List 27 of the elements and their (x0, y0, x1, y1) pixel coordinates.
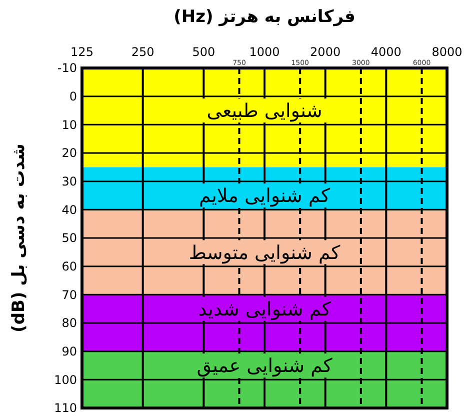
x-tick-label: 125 (70, 45, 94, 59)
y-tick-label: 40 (62, 202, 77, 217)
x-tick-label: 500 (192, 45, 216, 59)
band-label: کم شنوایی شدید (198, 298, 332, 320)
x-tick-label: 250 (131, 45, 154, 59)
band-label: شنوایی طبیعی (206, 100, 322, 122)
y-tick-label: 0 (69, 90, 77, 104)
y-tick-label: 90 (62, 344, 77, 359)
band-label: کم شنوایی ملایم (198, 185, 331, 208)
y-tick-label: 50 (62, 231, 77, 246)
y-tick-label: 10 (62, 118, 77, 132)
x-axis-title: فرکانس به هرتز (Hz) (174, 7, 356, 27)
band-label: کم شنوایی عمیق (196, 355, 334, 378)
y-tick-label: 80 (62, 316, 77, 330)
y-tick-label: 60 (62, 260, 77, 274)
y-tick-label: 20 (62, 146, 77, 160)
x-tick-label: 1000 (249, 45, 280, 59)
y-axis-title: شدت به دسی بل (dB) (9, 144, 29, 332)
band-label: کم شنوایی متوسط (188, 242, 342, 264)
y-tick-label: 100 (54, 372, 77, 387)
y-tick-label: -10 (57, 61, 77, 76)
x-tick-label: 2000 (310, 45, 341, 59)
y-tick-label: 30 (62, 174, 77, 189)
x-tick-label: 8000 (432, 45, 462, 59)
x-tick-label: 4000 (370, 45, 402, 59)
y-tick-label: 110 (54, 401, 77, 416)
y-tick-label: 70 (62, 288, 77, 302)
